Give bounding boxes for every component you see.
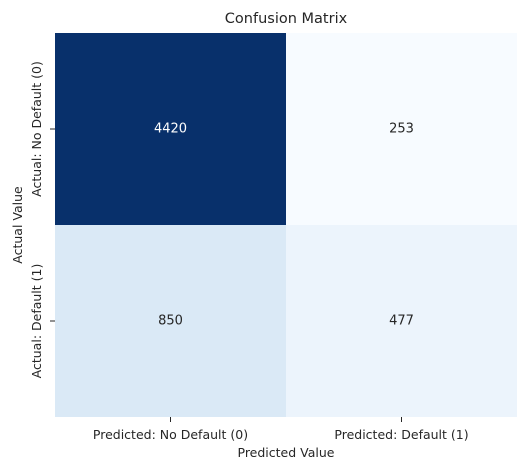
x-tick-label: Predicted: Default (1)	[334, 427, 468, 442]
heatmap-cell-r0-c0	[55, 33, 286, 225]
y-tick-label: Actual: Default (1)	[29, 264, 44, 379]
heatmap-cell-r0-c1	[286, 33, 517, 225]
heatmap-cell-labels: 4420 253 850 477	[154, 122, 414, 329]
heatmap-cells	[55, 33, 517, 417]
cell-value-label-r0-c0: 4420	[154, 122, 187, 137]
heatmap-cell-r1-c0	[55, 225, 286, 417]
cell-value-label-r0-c1: 253	[389, 122, 414, 137]
chart-title: Confusion Matrix	[225, 11, 348, 27]
x-axis-label: Predicted Value	[238, 445, 335, 460]
x-tick-label: Predicted: No Default (0)	[93, 427, 248, 442]
x-axis-ticks: Predicted: No Default (0) Predicted: Defa…	[93, 417, 469, 442]
y-axis-label: Actual Value	[10, 186, 25, 264]
y-tick-label: Actual: No Default (0)	[29, 61, 44, 197]
y-axis-ticks: Actual: No Default (0) Actual: Default (1…	[29, 61, 55, 378]
cell-value-label-r1-c0: 850	[158, 314, 183, 329]
heatmap-cell-r1-c1	[286, 225, 517, 417]
cell-value-label-r1-c1: 477	[389, 314, 414, 329]
